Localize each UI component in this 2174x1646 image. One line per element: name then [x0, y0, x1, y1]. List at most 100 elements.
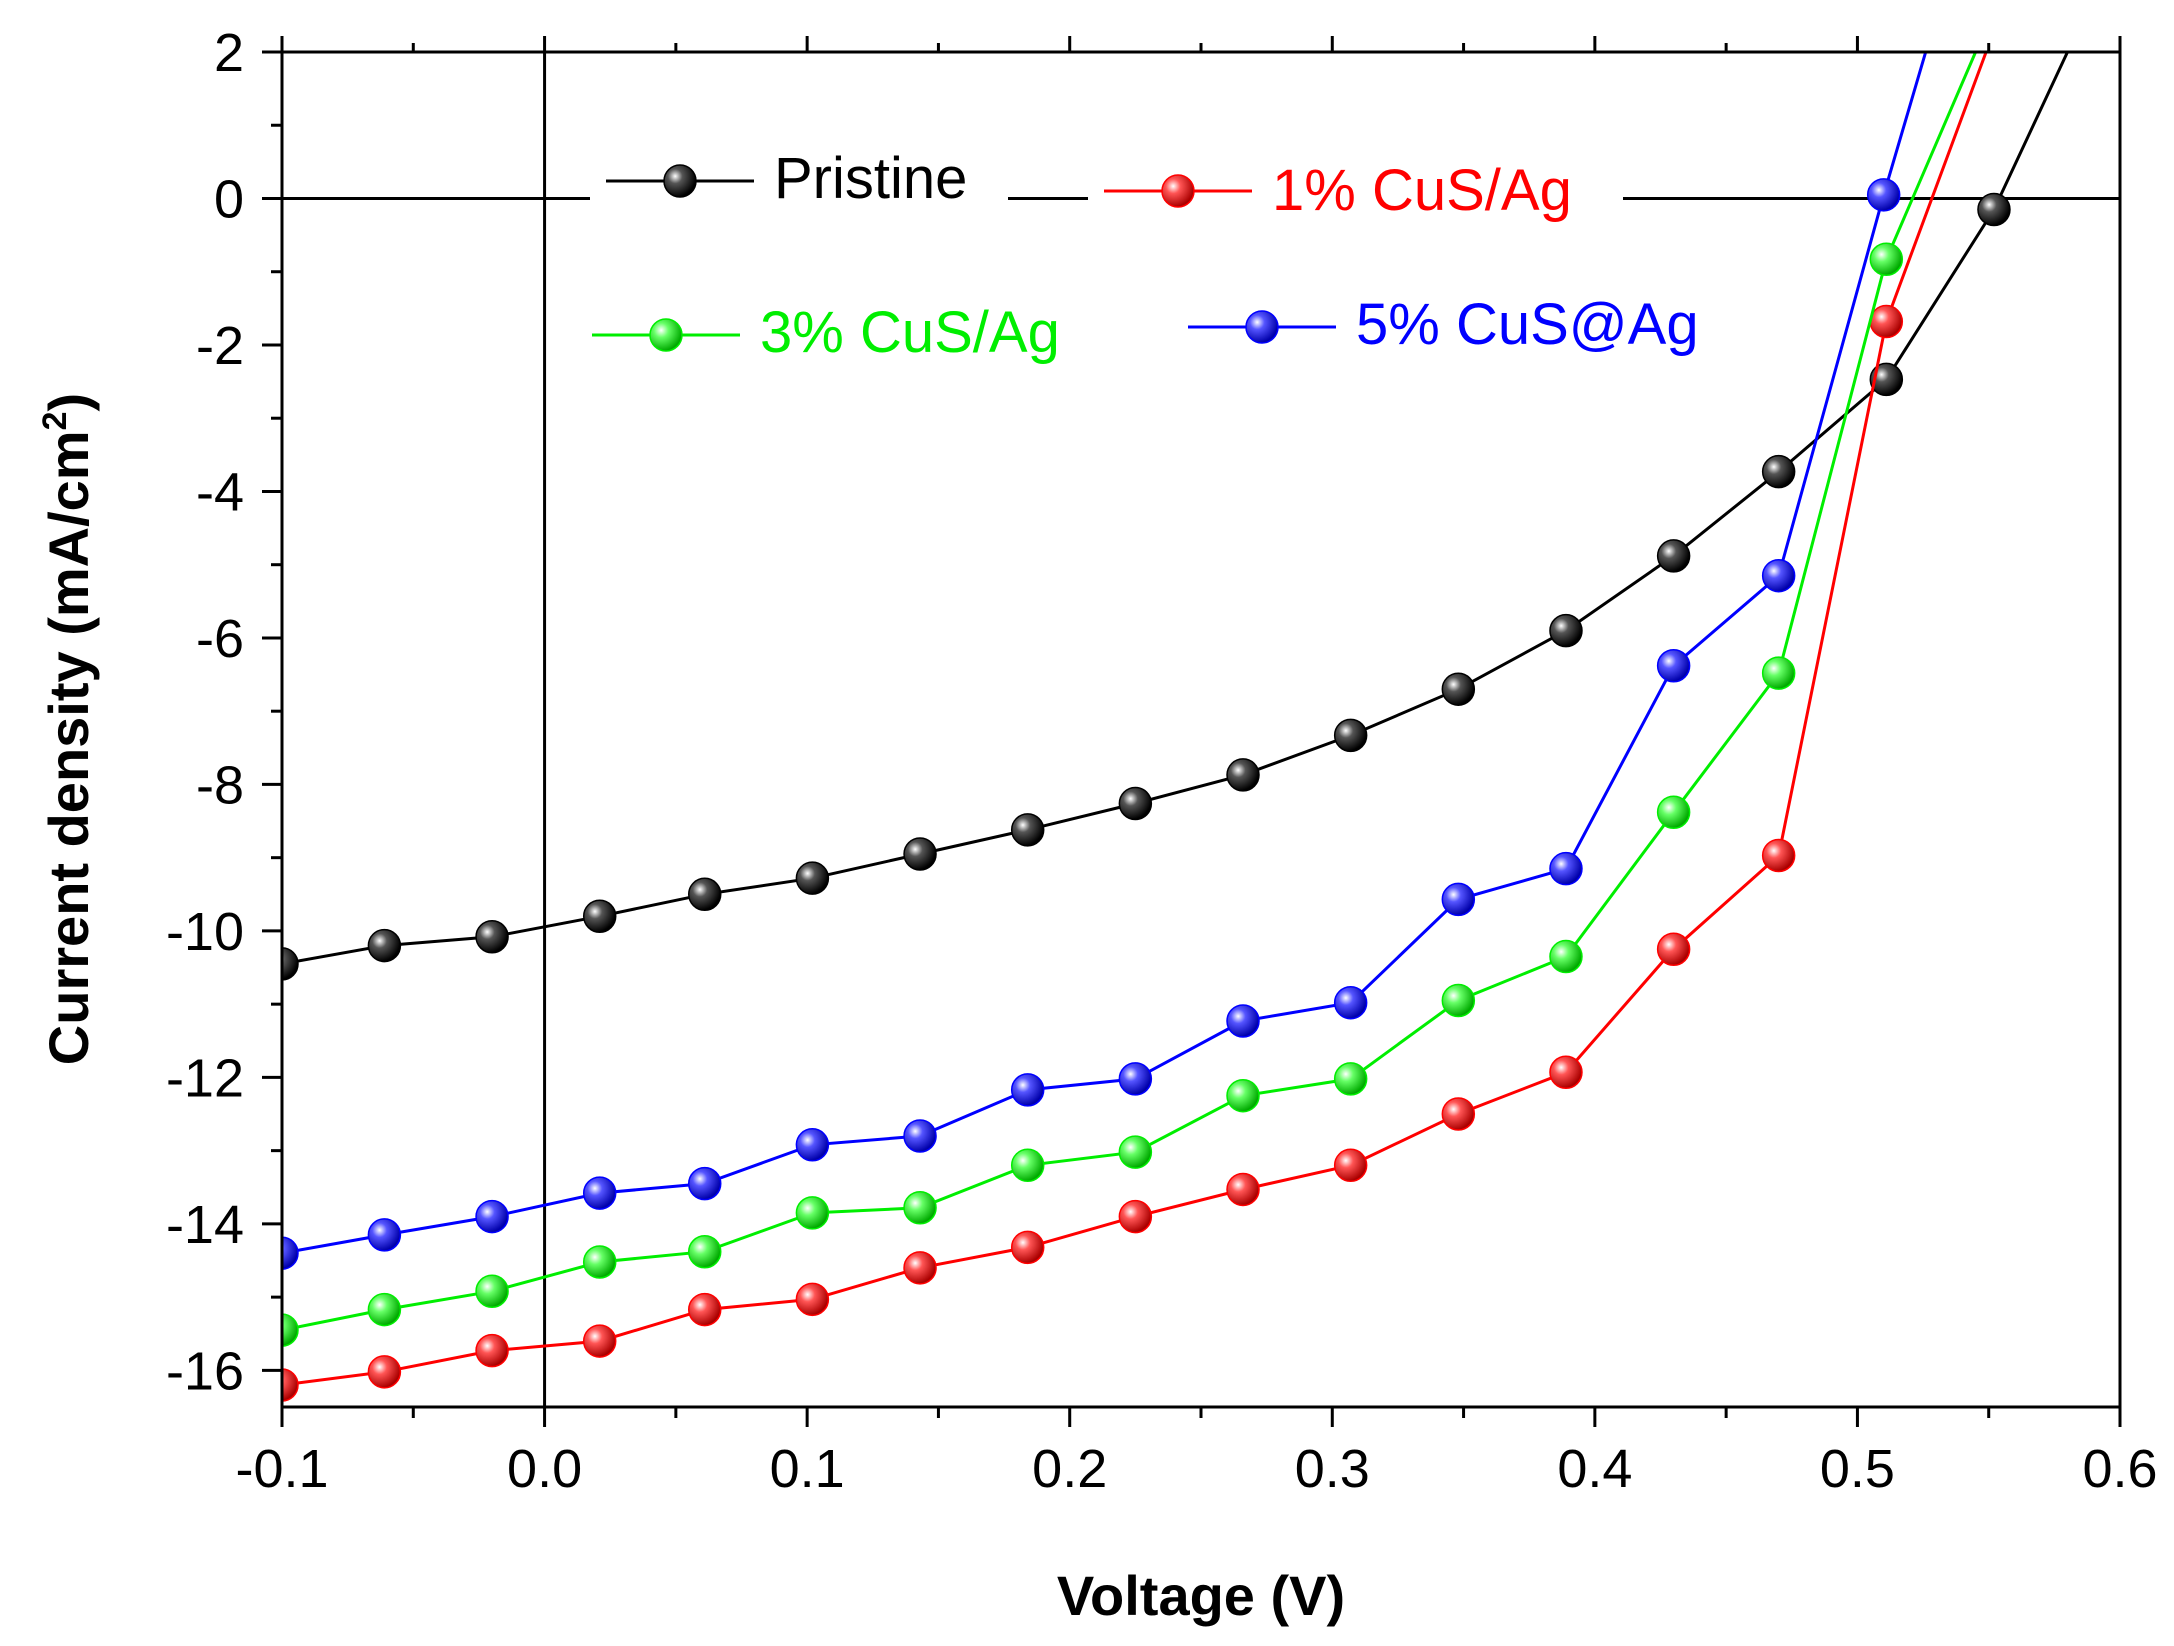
y-tick-label: -14: [166, 1195, 244, 1255]
data-point-3-cus-ag: [367, 1292, 402, 1327]
legend-marker-5-cus-ag: [1245, 310, 1279, 344]
legend: Pristine 1% CuS/Ag 3% CuS/Ag 5% CuS@Ag: [590, 140, 1699, 365]
data-point-1-cus-ag: [1656, 932, 1691, 966]
data-point-3-cus-ag: [1118, 1135, 1153, 1169]
data-point-3-cus-ag: [475, 1274, 509, 1309]
axes: -0.1 0.0 0.1 0.2 0.3 0.4 0.5 0.6 2 0 -2 -4 -6 -8 -10 -1…: [166, 23, 2158, 1499]
data-point-1-cus-ag: [282, 1368, 299, 1402]
data-point-1-cus-ag: [795, 1282, 830, 1317]
data-point-pristine: [1549, 613, 1583, 648]
data-point-3-cus-ag: [1549, 939, 1583, 974]
data-point-1-cus-ag: [687, 1292, 722, 1327]
data-point-3-cus-ag: [1441, 983, 1476, 1018]
data-point-5-cus-ag: [1549, 851, 1583, 886]
data-point-pristine: [1869, 362, 1904, 397]
data-point-pristine: [1226, 758, 1260, 792]
data-point-1-cus-ag: [1761, 838, 1796, 873]
data-point-pristine: [1656, 539, 1691, 573]
y-tick-label: -2: [196, 316, 244, 376]
data-point-pristine: [795, 861, 830, 895]
legend-marker-3-cus-ag: [649, 318, 683, 352]
data-point-5-cus-ag: [687, 1166, 722, 1201]
y-tick-label: 2: [214, 23, 244, 83]
data-point-3-cus-ag: [1226, 1078, 1260, 1113]
data-point-5-cus-ag: [367, 1218, 402, 1252]
data-point-5-cus-ag: [1866, 178, 1901, 212]
data-point-3-cus-ag: [1333, 1062, 1368, 1096]
data-point-3-cus-ag: [687, 1234, 722, 1269]
data-point-3-cus-ag: [1010, 1148, 1045, 1183]
data-point-pristine: [1761, 454, 1796, 489]
y-tick-label: -10: [166, 902, 244, 962]
data-point-3-cus-ag: [282, 1313, 299, 1347]
x-tick-label: 0.5: [1820, 1439, 1895, 1499]
y-tick-label: -6: [196, 609, 244, 669]
legend-label-5-cus-ag: 5% CuS@Ag: [1356, 292, 1699, 357]
y-tick-label: -16: [166, 1341, 244, 1401]
data-point-pristine: [1118, 786, 1153, 821]
data-point-5-cus-ag: [795, 1128, 830, 1162]
data-point-5-cus-ag: [582, 1176, 617, 1210]
data-point-3-cus-ag: [1761, 656, 1796, 690]
x-tick-label: -0.1: [235, 1439, 328, 1499]
data-point-pristine: [1010, 813, 1045, 847]
data-point-1-cus-ag: [475, 1333, 509, 1368]
y-axis-title-suffix: ): [37, 393, 100, 412]
data-point-1-cus-ag: [1010, 1230, 1045, 1265]
data-point-pristine: [282, 947, 299, 981]
data-point-1-cus-ag: [903, 1251, 937, 1285]
data-point-1-cus-ag: [1226, 1172, 1260, 1207]
data-point-1-cus-ag: [1333, 1148, 1368, 1183]
y-tick-label: -12: [166, 1048, 244, 1108]
data-point-3-cus-ag: [903, 1191, 937, 1225]
y-axis-title-superscript: 2: [36, 411, 74, 430]
y-axis-title: Current density (mA/cm2): [36, 393, 100, 1065]
data-point-pristine: [1333, 718, 1368, 753]
data-point-3-cus-ag: [795, 1196, 830, 1230]
data-point-1-cus-ag: [367, 1355, 402, 1389]
x-tick-label: 0.0: [507, 1439, 582, 1499]
data-point-pristine: [367, 928, 402, 963]
data-point-5-cus-ag: [1226, 1004, 1260, 1038]
y-tick-label: -8: [196, 755, 244, 815]
data-point-1-cus-ag: [1118, 1199, 1153, 1234]
data-point-5-cus-ag: [1441, 882, 1476, 917]
data-point-1-cus-ag: [1549, 1055, 1583, 1090]
x-tick-label: 0.6: [2082, 1439, 2157, 1499]
legend-label-1-cus-ag: 1% CuS/Ag: [1272, 158, 1572, 223]
data-point-pristine: [687, 877, 722, 912]
data-point-3-cus-ag: [1656, 795, 1691, 830]
data-point-5-cus-ag: [282, 1236, 299, 1270]
data-point-3-cus-ag: [582, 1245, 617, 1279]
data-point-pristine: [1977, 192, 2011, 227]
legend-label-3-cus-ag: 3% CuS/Ag: [760, 300, 1060, 365]
x-axis-title: Voltage (V): [1057, 1564, 1345, 1627]
series-layer: [282, 52, 2069, 1402]
legend-marker-1-cus-ag: [1161, 174, 1195, 208]
data-point-5-cus-ag: [1118, 1062, 1153, 1096]
data-point-5-cus-ag: [903, 1119, 937, 1153]
data-point-1-cus-ag: [1441, 1097, 1476, 1131]
data-point-1-cus-ag: [1869, 304, 1904, 339]
x-tick-label: 0.1: [770, 1439, 845, 1499]
data-point-pristine: [475, 920, 509, 954]
data-point-pristine: [903, 837, 937, 871]
x-tick-label: 0.3: [1295, 1439, 1370, 1499]
x-tick-label: 0.4: [1557, 1439, 1632, 1499]
data-point-3-cus-ag: [1869, 242, 1904, 277]
y-tick-label: -4: [196, 462, 244, 522]
x-tick-label: 0.2: [1032, 1439, 1107, 1499]
data-point-1-cus-ag: [582, 1324, 617, 1358]
data-point-5-cus-ag: [475, 1199, 509, 1234]
data-point-pristine: [1441, 672, 1476, 706]
data-point-5-cus-ag: [1761, 558, 1796, 593]
y-tick-label: 0: [214, 169, 244, 229]
y-axis-title-main: Current density (mA/cm: [37, 430, 100, 1065]
series-line-1-cus-ag: [282, 52, 1988, 1387]
data-point-5-cus-ag: [1656, 649, 1691, 683]
legend-label-pristine: Pristine: [774, 146, 967, 211]
data-point-pristine: [582, 899, 617, 934]
data-point-5-cus-ag: [1333, 985, 1368, 1020]
legend-marker-pristine: [663, 164, 697, 198]
